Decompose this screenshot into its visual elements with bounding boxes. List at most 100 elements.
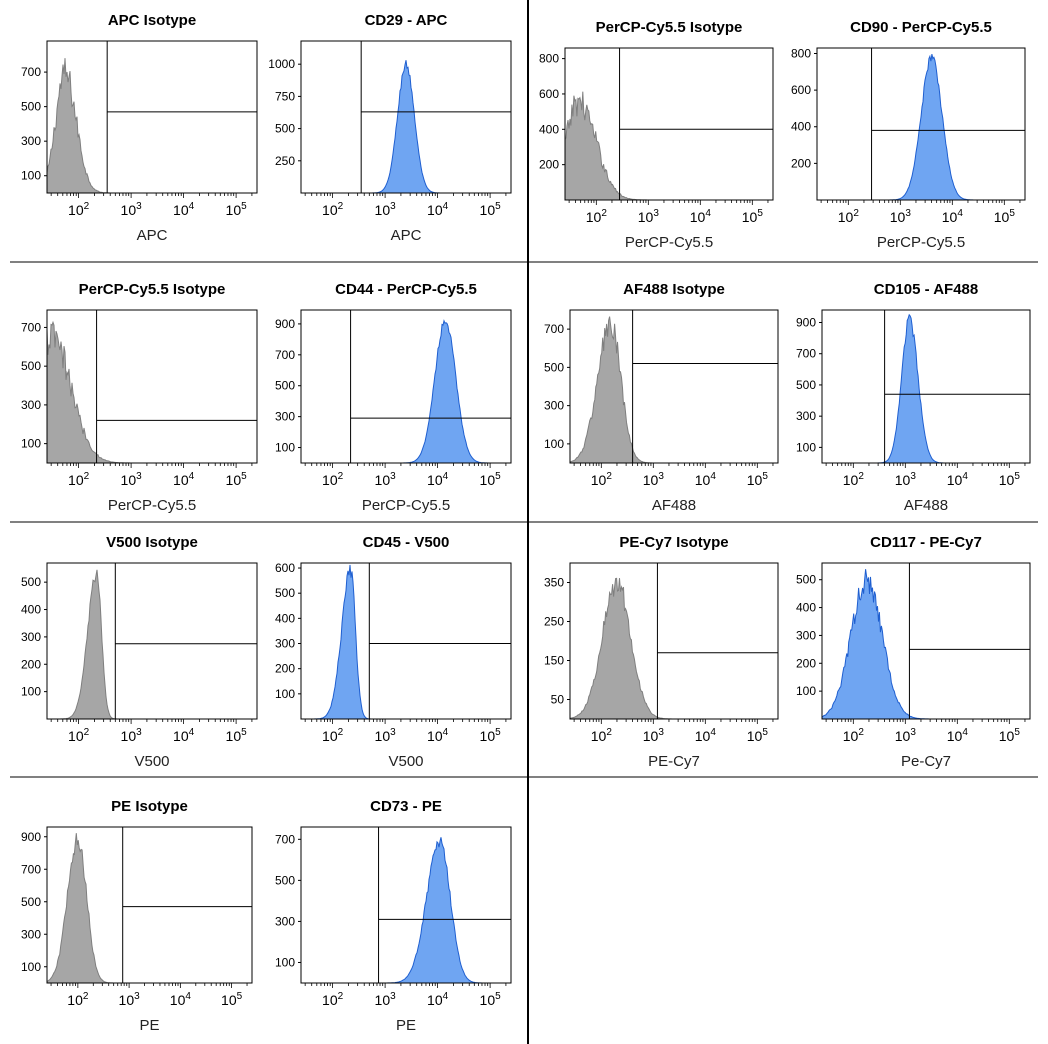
panel-v500-isotype-8: V500 Isotype 100 200 300 400 500 102 103 104 105 V… — [21, 534, 258, 770]
y-tick-label: 100 — [275, 687, 295, 701]
y-tick-label: 900 — [21, 830, 41, 844]
x-tick-label: 104 — [170, 991, 192, 1008]
x-tick-label: 103 — [375, 991, 397, 1008]
panel-cd45-v500-9: CD45 - V500 100 200 300 400 500 600 102 103 104 10… — [275, 534, 512, 770]
panel-title: PE-Cy7 Isotype — [619, 534, 728, 551]
y-tick-label: 750 — [275, 89, 295, 103]
panel-title: CD117 - PE-Cy7 — [870, 534, 982, 551]
x-tick-label: 105 — [480, 201, 502, 218]
x-tick-label: 102 — [843, 471, 865, 488]
stained-histogram — [822, 313, 1030, 464]
panel-percp-cy5-5-isotype-4: PerCP-Cy5.5 Isotype 100 300 500 700 102 103 104… — [21, 281, 258, 514]
y-tick-label: 700 — [21, 65, 41, 79]
x-tick-label: 104 — [427, 201, 449, 218]
x-tick-label: 103 — [375, 201, 397, 218]
plot-frame — [564, 47, 774, 201]
x-tick-label: 104 — [173, 471, 195, 488]
y-tick-label: 500 — [275, 379, 295, 393]
y-tick-label: 300 — [544, 399, 564, 413]
panel-title: CD29 - APC — [365, 12, 448, 29]
y-tick-label: 500 — [21, 575, 41, 589]
panel-title: APC Isotype — [108, 12, 196, 29]
x-tick-label: 103 — [895, 727, 917, 744]
plot-frame — [300, 309, 512, 464]
plot-frame — [46, 309, 258, 464]
y-tick-label: 300 — [796, 628, 816, 642]
y-tick-label: 100 — [544, 437, 564, 451]
panel-title: CD45 - V500 — [363, 534, 450, 551]
x-tick-label: 102 — [68, 727, 90, 744]
plot-frame — [46, 40, 258, 194]
x-tick-label: 102 — [586, 208, 608, 225]
y-tick-label: 900 — [275, 317, 295, 331]
y-tick-label: 100 — [796, 684, 816, 698]
x-tick-label: 105 — [480, 991, 502, 1008]
y-tick-label: 200 — [539, 158, 559, 172]
y-tick-label: 300 — [796, 409, 816, 423]
isotype-histogram — [569, 316, 778, 464]
y-tick-label: 600 — [275, 561, 295, 575]
y-tick-label: 400 — [539, 122, 559, 136]
x-axis-label: PerCP-Cy5.5 — [877, 234, 965, 251]
y-tick-label: 200 — [791, 156, 811, 170]
x-tick-label: 102 — [67, 991, 89, 1008]
x-tick-label: 102 — [843, 727, 865, 744]
stained-histogram — [817, 53, 1025, 201]
x-tick-label: 104 — [427, 471, 449, 488]
y-tick-label: 300 — [21, 398, 41, 412]
plot-frame — [816, 47, 1026, 201]
x-tick-label: 104 — [173, 201, 195, 218]
plot-frame — [46, 562, 258, 720]
y-tick-label: 800 — [539, 52, 559, 66]
x-tick-label: 103 — [121, 727, 143, 744]
x-axis-label: PerCP-Cy5.5 — [625, 234, 713, 251]
x-axis-label: AF488 — [652, 497, 696, 514]
stained-histogram — [821, 569, 1030, 720]
x-tick-label: 105 — [742, 208, 764, 225]
x-tick-label: 105 — [226, 201, 248, 218]
x-tick-label: 104 — [690, 208, 712, 225]
y-tick-label: 300 — [21, 134, 41, 148]
x-tick-label: 103 — [375, 727, 397, 744]
y-tick-label: 350 — [544, 576, 564, 590]
y-tick-label: 500 — [796, 378, 816, 392]
panel-pe-isotype-12: PE Isotype 100 300 500 700 900 102 103 104 105 PE — [21, 798, 253, 1034]
x-tick-label: 103 — [643, 471, 665, 488]
y-tick-label: 700 — [21, 320, 41, 334]
y-tick-label: 700 — [21, 862, 41, 876]
x-axis-label: APC — [391, 227, 422, 244]
x-tick-label: 102 — [591, 471, 613, 488]
panel-title: AF488 Isotype — [623, 281, 725, 298]
y-tick-label: 500 — [275, 122, 295, 136]
x-axis-label: PE — [396, 1017, 416, 1034]
x-tick-label: 103 — [121, 471, 143, 488]
plot-frame — [300, 826, 512, 984]
panel-title: PerCP-Cy5.5 Isotype — [79, 281, 226, 298]
y-tick-label: 150 — [544, 654, 564, 668]
x-tick-label: 102 — [322, 201, 344, 218]
isotype-histogram — [569, 577, 778, 720]
x-tick-label: 103 — [890, 208, 912, 225]
y-tick-label: 50 — [551, 693, 565, 707]
x-tick-label: 103 — [643, 727, 665, 744]
y-tick-label: 300 — [275, 410, 295, 424]
histogram-panels: APC Isotype 100 300 500 700 102 103 104 105 APC CD… — [21, 12, 1031, 1034]
stained-histogram — [301, 564, 511, 720]
y-tick-label: 400 — [275, 611, 295, 625]
panel-cd90-percp-cy5-5-3: CD90 - PerCP-Cy5.5 200 400 600 800 102 103 104 1… — [791, 19, 1026, 251]
stained-histogram — [301, 60, 511, 194]
y-tick-label: 250 — [544, 615, 564, 629]
y-tick-label: 500 — [275, 586, 295, 600]
x-tick-label: 103 — [375, 471, 397, 488]
plot-frame — [300, 562, 512, 720]
x-tick-label: 105 — [999, 471, 1021, 488]
x-tick-label: 104 — [947, 727, 969, 744]
x-tick-label: 104 — [427, 991, 449, 1008]
x-axis-label: Pe-Cy7 — [901, 753, 951, 770]
y-tick-label: 900 — [796, 315, 816, 329]
x-axis-label: PerCP-Cy5.5 — [108, 497, 196, 514]
plot-frame — [821, 309, 1031, 464]
x-axis-label: AF488 — [904, 497, 948, 514]
y-tick-label: 100 — [21, 960, 41, 974]
